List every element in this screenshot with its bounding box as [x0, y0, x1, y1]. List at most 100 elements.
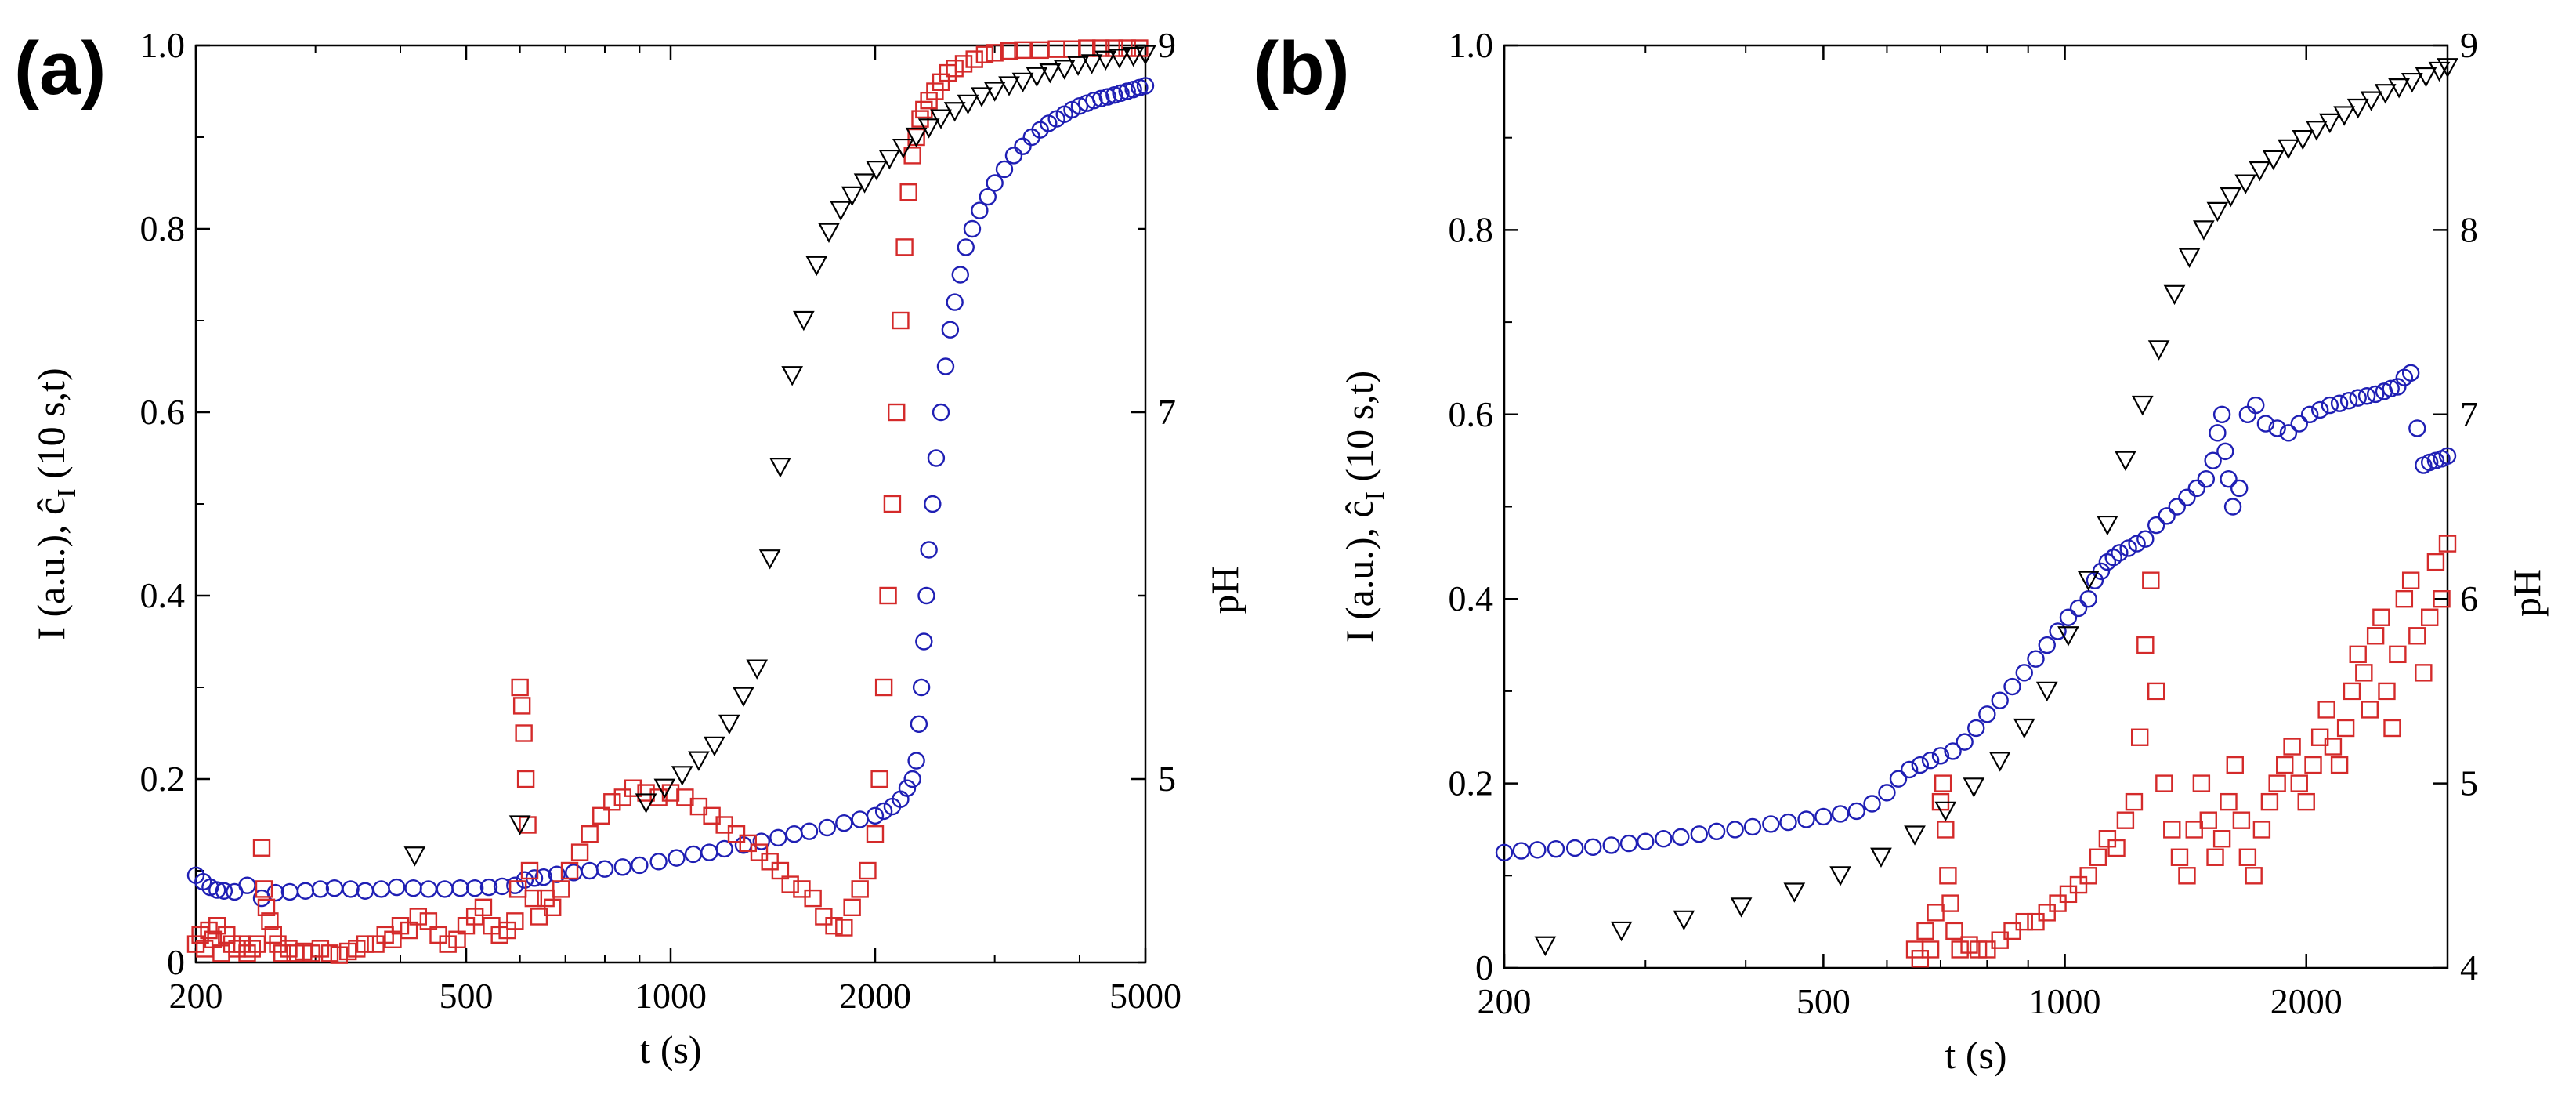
panel-b-square-point	[2049, 894, 2067, 912]
panel-b-square-point	[2155, 774, 2173, 792]
panel-b-circle-point	[2069, 599, 2088, 618]
panel-a-square-point	[530, 908, 548, 926]
panel-b-circle-point	[1690, 825, 1709, 843]
panel-a-circle-point	[1092, 89, 1110, 108]
panel-a-x-tick-label: 1000	[635, 976, 707, 1016]
panel-a-y2-tick-label: 9	[1158, 25, 1176, 65]
panel-b-circle-point	[2049, 622, 2067, 640]
panel-a-triangle-point	[805, 256, 828, 277]
panel-b-circle-point	[1956, 733, 1974, 751]
panel-b-square-point	[2330, 756, 2349, 774]
panel-a-x-tick-label: 500	[440, 976, 494, 1016]
panel-a-square-point	[703, 806, 721, 825]
panel-a-triangle-point	[1094, 50, 1117, 71]
panel-b-circle-point	[2158, 507, 2176, 525]
panel-b-circle-point	[1602, 836, 1620, 854]
panel-b-square-point	[1945, 922, 1963, 940]
panel-a-circle-point	[818, 818, 836, 837]
panel-b-circle-point	[2321, 396, 2339, 415]
panel-a-square-point	[223, 935, 241, 953]
panel-a-circle-point	[342, 880, 360, 898]
panel-a-triangle-point	[704, 736, 725, 757]
panel-a-circle-point	[1098, 88, 1117, 106]
panel-b-square-point	[2163, 821, 2181, 839]
panel-a-circle-point	[649, 853, 668, 871]
panel-b-triangle-point	[2262, 150, 2285, 171]
panel-a-triangle-point	[841, 186, 863, 207]
panel-a-triangle-point	[635, 793, 657, 814]
panel-a-square-point	[448, 930, 466, 948]
panel-b-circle-point	[2290, 415, 2308, 433]
panel-a-triangle-point	[792, 310, 815, 332]
panel-b-circle-point	[2027, 650, 2045, 668]
panel-b-square-point	[2192, 774, 2211, 792]
panel-b-circle-point	[1566, 839, 1584, 857]
panel-a-square-point	[920, 91, 938, 110]
panel-b-circle-point	[1529, 841, 1547, 859]
panel-b-circle-point	[2212, 405, 2231, 423]
panel-b-y2-axis-label: pH	[2505, 569, 2549, 617]
panel-b-square-point	[2136, 636, 2155, 654]
panel-b-triangle-point	[1829, 866, 1851, 886]
panel-a-square-point	[243, 940, 261, 958]
panel-a-square-point	[512, 697, 531, 715]
panel-b-circle-point	[1779, 813, 1797, 832]
panel-a-circle-point	[907, 752, 925, 770]
panel-b-triangle-point	[2035, 681, 2058, 702]
panel-a-triangle-point	[508, 815, 531, 835]
panel-b-y-tick-label: 0.2	[1449, 763, 1494, 803]
panel-a-y2-tick-label: 5	[1158, 759, 1176, 799]
panel-b-square-point	[2059, 885, 2078, 904]
panel-b-circle-point	[2310, 400, 2329, 419]
panel-a-triangle-point	[866, 161, 888, 181]
panel-a-triangle-point	[917, 118, 940, 139]
panel-b-circle-point	[2216, 442, 2234, 461]
panel-b-square-point	[2372, 608, 2390, 626]
panel-a-x-tick-label: 200	[169, 976, 223, 1016]
panel-a-square-point	[895, 238, 914, 256]
panel-a-square-point	[302, 944, 320, 962]
panel-b-series-circle	[1495, 364, 2457, 862]
panel-a-circle-point	[715, 839, 733, 858]
panel-b-circle-point	[1814, 807, 1833, 826]
panel-a-triangle-point	[818, 223, 840, 243]
panel-b-y-tick-label: 0	[1475, 948, 1493, 988]
panel-a-square-point	[899, 183, 917, 201]
panel-b-square-point	[2401, 571, 2420, 589]
panel-a-circle-point	[1004, 147, 1023, 165]
panel-b-triangle-point	[1783, 882, 1806, 903]
panel-a-triangle-point	[1067, 56, 1089, 77]
panel-a-circle-point	[548, 865, 566, 883]
panel-a-triangle-point	[781, 366, 804, 386]
panel-a-circle-point	[835, 814, 853, 832]
panel-b-triangle-point	[2437, 58, 2458, 78]
panel-a-square-point	[367, 935, 385, 953]
panel-b-x-axis-label: t (s)	[1945, 1033, 2006, 1077]
panel-b-square-point	[2206, 848, 2224, 866]
panel-b-series-triangle-down	[1534, 58, 2458, 957]
panel-a-circle-point	[769, 828, 787, 847]
panel-a-square-point	[552, 880, 570, 898]
panel-b-square-point	[2089, 848, 2107, 866]
panel-b-y2-tick-label: 4	[2460, 948, 2478, 988]
panel-a-square-point	[649, 788, 668, 806]
panel-a-triangle-point	[1011, 72, 1034, 93]
panel-b-circle-point	[2204, 451, 2222, 469]
panel-b-square-point	[2107, 839, 2126, 857]
panel-b-circle-point	[1863, 795, 1881, 813]
panel-b-triangle-point	[2401, 72, 2423, 93]
panel-a-circle-point	[927, 449, 946, 467]
panel-b-circle-point	[2230, 479, 2249, 498]
panel-b-circle-point	[1743, 817, 1762, 836]
panel-b-circle-point	[2079, 590, 2097, 608]
panel-b-square-point	[1939, 867, 1957, 885]
panel-b-circle-point	[2401, 364, 2420, 382]
panel-a-circle-point	[311, 880, 330, 898]
panel-b-square-point	[1978, 940, 1996, 959]
panel-b-y-tick-label: 1.0	[1449, 25, 1494, 65]
panel-a-square-point	[320, 944, 339, 962]
panel-b-y-axis-label: I (a.u.), ĉI (10 s,t)	[1337, 371, 1390, 643]
panel-a-square-point	[400, 921, 418, 940]
panel-b-square-point	[2408, 627, 2426, 645]
